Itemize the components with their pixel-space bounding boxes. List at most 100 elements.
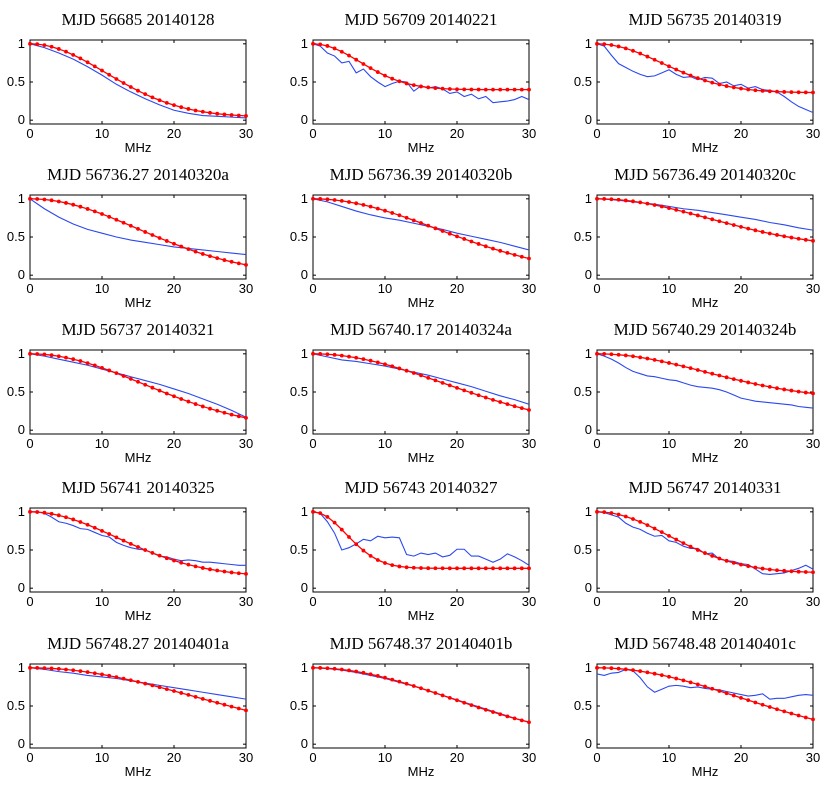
panel-title: MJD 56747 20140331 (628, 478, 781, 497)
model-point (325, 352, 330, 357)
x-tick-label: 30 (522, 750, 536, 765)
model-point (491, 246, 495, 251)
x-tick-label: 20 (734, 750, 748, 765)
model-point (775, 89, 779, 94)
model-point (107, 214, 112, 219)
model-point (638, 200, 643, 205)
model-point (339, 667, 344, 672)
panel-3: MJD 56735 20140319 0 10 20 30 0 0.5 1 MHz (574, 10, 820, 155)
x-tick-label: 20 (734, 436, 748, 451)
model-point (179, 397, 184, 401)
model-point (616, 352, 621, 357)
x-tick-label: 0 (26, 281, 33, 296)
x-axis-label: MHz (408, 608, 435, 623)
model-point (411, 684, 416, 688)
model-point (789, 569, 794, 574)
model-point (200, 252, 205, 256)
model-point (397, 213, 402, 218)
model-point (419, 84, 423, 89)
x-tick-label: 10 (378, 750, 392, 765)
model-point (469, 87, 474, 92)
x-tick-label: 0 (309, 126, 316, 141)
model-point (505, 566, 510, 571)
model-point (440, 566, 445, 571)
x-axis-label: MHz (692, 295, 719, 310)
model-point (796, 569, 801, 574)
model-point (368, 204, 373, 209)
model-point (318, 197, 323, 201)
model-fit-line (30, 353, 246, 419)
model-point (157, 685, 162, 690)
x-tick-label: 20 (450, 594, 464, 609)
model-point (703, 684, 707, 689)
model-point (631, 517, 635, 521)
model-point (404, 215, 409, 220)
model-point (49, 198, 54, 203)
model-point (782, 234, 787, 239)
plot-frame (312, 39, 530, 125)
model-point (519, 718, 524, 723)
model-point (476, 242, 481, 246)
model-point (222, 410, 227, 415)
model-point (92, 64, 97, 69)
model-point (157, 98, 162, 103)
model-point (512, 404, 517, 409)
model-point (667, 206, 671, 211)
model-point (519, 406, 524, 411)
model-point (354, 355, 359, 360)
model-point (244, 262, 248, 267)
model-point (491, 87, 495, 92)
y-tick-label: 0.5 (290, 229, 308, 244)
x-tick-label: 0 (26, 126, 33, 141)
model-point (595, 509, 599, 514)
model-point (623, 514, 628, 519)
model-point (128, 223, 133, 228)
model-point (491, 397, 495, 402)
model-point (789, 388, 794, 393)
model-point (325, 666, 330, 671)
y-tick-label: 0.5 (290, 698, 308, 713)
model-point (483, 87, 488, 92)
x-axis-label: MHz (408, 764, 435, 779)
model-point (433, 226, 438, 231)
panel-7: MJD 56737 20140321 0 10 20 30 0 0.5 1 MHz (7, 320, 253, 465)
model-point (28, 41, 32, 46)
model-point (710, 686, 715, 691)
model-point (703, 215, 707, 220)
model-point (411, 218, 416, 223)
panel-title: MJD 56737 20140321 (61, 320, 214, 339)
measured-line (30, 353, 246, 418)
model-point (688, 211, 693, 216)
y-tick-label: 0 (585, 736, 592, 751)
model-point (157, 388, 162, 393)
panel-8: MJD 56740.17 20140324a 0 10 20 30 0 0.5 1 MHz (290, 320, 536, 465)
model-point (390, 677, 395, 682)
model-point (782, 387, 787, 392)
model-point (746, 380, 751, 385)
model-point (638, 669, 643, 674)
model-point (753, 228, 758, 233)
plot-frame (596, 194, 814, 280)
model-point (375, 206, 380, 211)
model-point (200, 566, 205, 570)
model-point (602, 666, 607, 670)
x-tick-label: 0 (26, 594, 33, 609)
model-point (710, 371, 715, 376)
model-point (85, 670, 90, 675)
model-point (498, 712, 503, 717)
model-point (78, 359, 83, 363)
model-point (186, 247, 191, 252)
x-tick-label: 20 (734, 594, 748, 609)
model-point (595, 351, 599, 356)
model-point (688, 73, 693, 78)
model-point (311, 509, 315, 514)
model-point (78, 520, 83, 524)
model-point (114, 77, 119, 81)
model-point (674, 537, 679, 542)
model-point (616, 512, 621, 517)
y-tick-label: 0 (585, 112, 592, 127)
model-point (739, 224, 743, 229)
plot-frame (312, 349, 530, 435)
model-point (519, 566, 524, 571)
model-point (652, 526, 657, 531)
